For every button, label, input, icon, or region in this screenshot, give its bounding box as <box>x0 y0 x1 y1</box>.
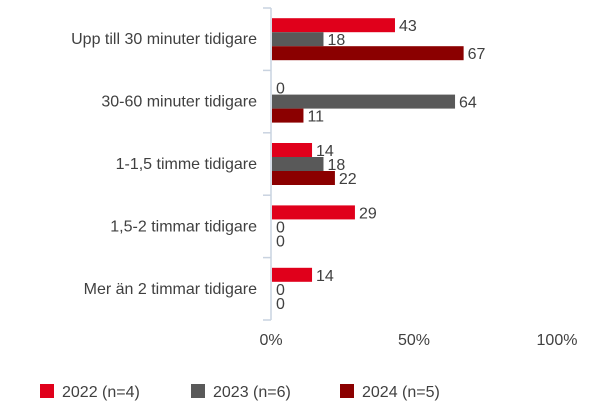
data-label: 0 <box>276 282 285 299</box>
category-label: 1-1,5 timme tidigare <box>116 156 257 173</box>
category-label: Mer än 2 timmar tidigare <box>84 281 257 298</box>
legend-label: 2022 (n=4) <box>62 384 140 401</box>
data-label: 14 <box>316 143 334 160</box>
x-tick-label: 100% <box>537 332 578 349</box>
data-label: 43 <box>399 18 417 35</box>
data-label: 0 <box>276 219 285 236</box>
bar-3 <box>272 108 304 123</box>
legend-label: 2024 (n=5) <box>362 384 440 401</box>
bar-3 <box>272 46 464 61</box>
data-label: 64 <box>459 95 477 112</box>
x-tick-label: 0% <box>259 332 282 349</box>
bar-1 <box>272 18 395 33</box>
legend-swatch <box>40 384 54 398</box>
category-label: 30-60 minuter tidigare <box>101 94 257 111</box>
data-label: 22 <box>339 171 357 188</box>
legend-swatch <box>340 384 354 398</box>
legend-label: 2023 (n=6) <box>213 384 291 401</box>
x-tick-label: 50% <box>398 332 430 349</box>
bar-1 <box>272 205 355 220</box>
category-label: 1,5-2 timmar tidigare <box>110 218 257 235</box>
bars <box>272 18 464 282</box>
bar-2 <box>272 32 324 47</box>
category-label: Upp till 30 minuter tidigare <box>71 31 257 48</box>
data-label: 0 <box>276 233 285 250</box>
data-label: 11 <box>307 109 324 126</box>
data-label: 14 <box>316 268 334 285</box>
bar-2 <box>272 157 324 171</box>
bar-3 <box>272 171 335 185</box>
legend: 2022 (n=4) 2023 (n=6) 2024 (n=5) <box>40 384 440 401</box>
bar-2 <box>272 94 456 109</box>
legend-swatch <box>191 384 205 398</box>
bar-1 <box>272 143 313 157</box>
data-label: 67 <box>468 46 486 63</box>
data-label: 0 <box>276 296 285 313</box>
data-label: 29 <box>359 205 377 222</box>
data-label: 18 <box>327 157 345 174</box>
data-label: 0 <box>276 81 285 98</box>
category-labels: Upp till 30 minuter tidigare 30-60 minute… <box>71 31 257 298</box>
axes <box>263 7 272 321</box>
bar-1 <box>272 267 313 282</box>
data-label: 18 <box>327 32 345 49</box>
x-tick-labels: 0% 50% 100% <box>259 332 577 349</box>
